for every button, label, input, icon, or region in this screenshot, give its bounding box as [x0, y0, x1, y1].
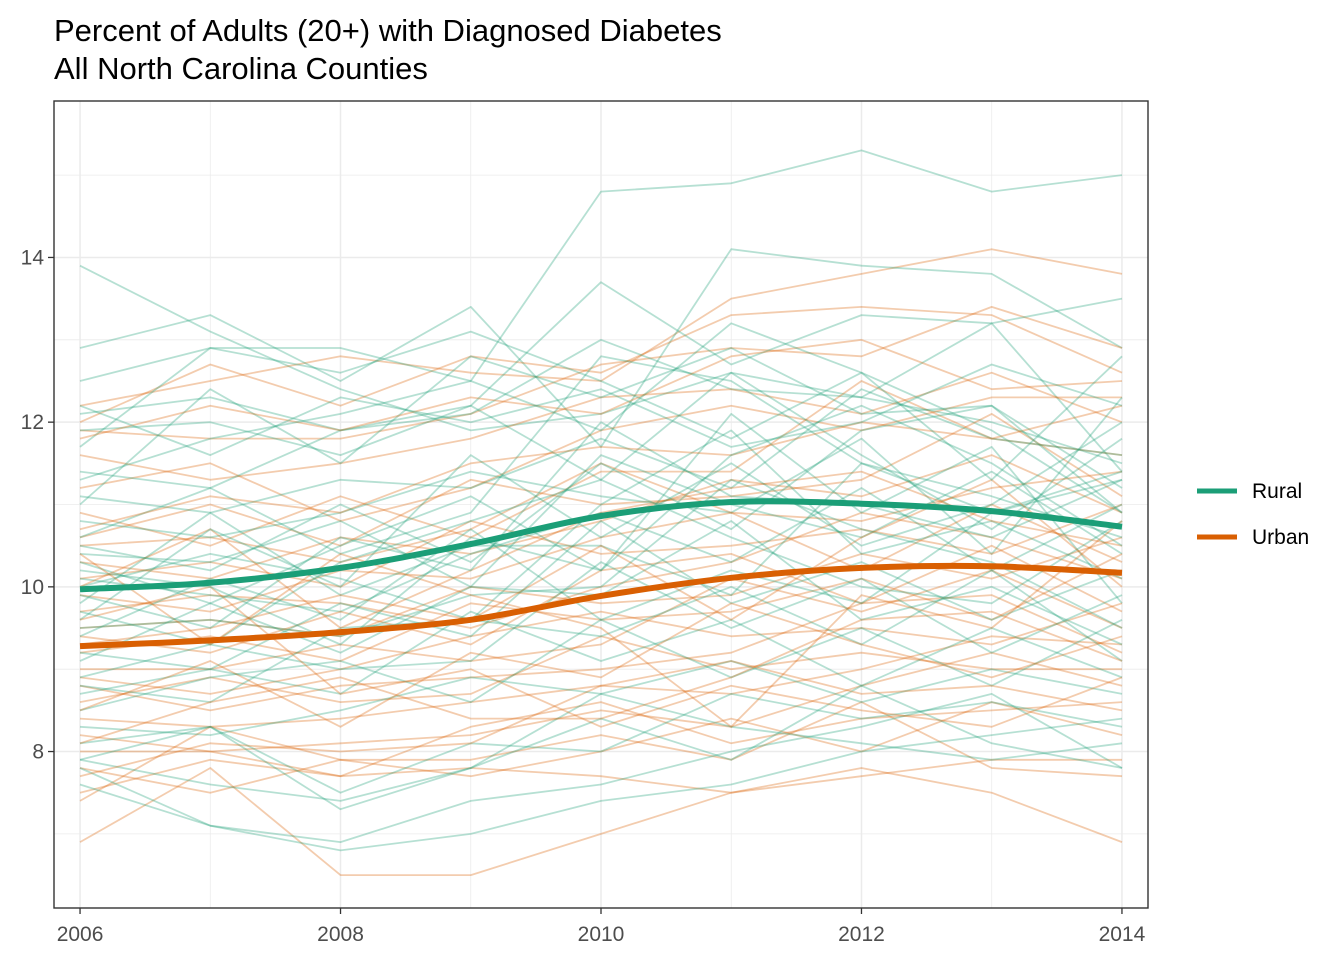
county-line-urban [79, 470, 1123, 629]
county-line-urban [79, 594, 1123, 712]
legend-label-rural: Rural [1252, 480, 1302, 503]
county-line-urban [79, 412, 1123, 547]
county-line-rural [79, 355, 1123, 555]
county-line-urban [79, 758, 1122, 876]
county-line-urban [79, 511, 1123, 629]
county-line-rural [79, 569, 1123, 703]
county-lines [79, 149, 1123, 876]
county-line-urban [79, 404, 1123, 531]
county-line-rural [79, 478, 1123, 646]
county-line-rural [79, 264, 1123, 465]
county-line-rural [79, 388, 1123, 514]
county-line-rural [79, 412, 1123, 605]
county-line-urban [79, 396, 1122, 522]
county-line-urban [79, 635, 1122, 703]
county-line-urban [79, 610, 1123, 745]
chart-title: Percent of Adults (20+) with Diagnosed D… [54, 13, 722, 48]
county-line-urban [79, 602, 1123, 695]
county-line-urban [79, 305, 1123, 424]
x-tick-label: 2008 [317, 923, 364, 946]
county-line-urban [79, 553, 1123, 662]
county-line-urban [79, 454, 1123, 580]
trend-line-rural [79, 498, 1123, 593]
county-line-rural [79, 454, 1123, 588]
county-line-rural [79, 347, 1123, 506]
county-line-urban [80, 701, 1123, 778]
y-tick-label: 12 [21, 411, 44, 434]
county-line-rural [79, 618, 1123, 712]
county-line-rural [79, 693, 1123, 794]
x-tick-label: 2012 [838, 923, 885, 946]
county-line-rural [79, 421, 1123, 621]
county-line-rural [79, 322, 1123, 473]
county-line-rural [79, 693, 1123, 843]
county-line-urban [79, 701, 1123, 802]
county-line-rural [79, 281, 1123, 457]
county-line-rural [79, 371, 1123, 531]
y-tick-label: 10 [21, 576, 44, 599]
county-line-rural [79, 404, 1123, 572]
county-line-urban [79, 585, 1123, 728]
county-line-rural [79, 330, 1123, 514]
county-line-urban [79, 602, 1123, 728]
county-line-rural [79, 660, 1123, 736]
county-line-rural [79, 429, 1123, 621]
x-tick-label: 2010 [578, 923, 625, 946]
county-line-urban [79, 371, 1123, 481]
county-line-urban [79, 248, 1123, 407]
county-line-urban [79, 338, 1123, 440]
county-line-rural [79, 487, 1123, 613]
county-line-urban [79, 536, 1123, 638]
county-line-rural [79, 610, 1123, 695]
county-line-rural [79, 684, 1123, 811]
county-line-rural [79, 462, 1123, 605]
county-line-urban [79, 380, 1123, 547]
county-line-urban [79, 503, 1123, 613]
county-line-urban [79, 462, 1123, 563]
y-tick-label: 8 [32, 741, 44, 764]
county-line-urban [79, 478, 1123, 646]
county-line-rural [79, 404, 1123, 646]
county-line-rural [79, 421, 1123, 629]
county-line-urban [79, 660, 1123, 778]
county-line-urban [79, 503, 1123, 588]
county-line-rural [79, 693, 1123, 802]
gridlines [54, 101, 1148, 908]
x-tick-label: 2014 [1099, 923, 1146, 946]
y-tick-label: 14 [21, 246, 45, 269]
county-line-rural [79, 520, 1123, 671]
trend-lines [79, 498, 1123, 650]
county-line-rural [79, 470, 1123, 638]
county-line-rural [79, 717, 1123, 852]
trend-line-urban [79, 562, 1123, 650]
county-line-rural [79, 478, 1123, 638]
legend-label-urban: Urban [1252, 526, 1309, 549]
county-line-rural [79, 149, 1123, 382]
county-line-urban [79, 701, 1123, 794]
county-line-urban [79, 651, 1123, 753]
county-line-urban [79, 305, 1123, 440]
plot-panel [53, 100, 1149, 909]
county-line-rural [79, 322, 1123, 481]
county-line-rural [79, 248, 1123, 448]
x-tick-label: 2006 [57, 923, 104, 946]
county-line-urban [79, 520, 1123, 728]
county-line-rural [79, 396, 1123, 555]
county-line-rural [79, 561, 1123, 679]
county-line-urban [80, 569, 1123, 671]
legend: Rural Urban [1197, 480, 1309, 549]
county-line-urban [79, 758, 1123, 843]
axes: 2006 2008 2010 2012 2014 8 10 12 14 [21, 246, 1146, 946]
county-line-rural [79, 363, 1123, 457]
county-line-urban [79, 635, 1123, 728]
chart-subtitle: All North Carolina Counties [54, 51, 428, 86]
